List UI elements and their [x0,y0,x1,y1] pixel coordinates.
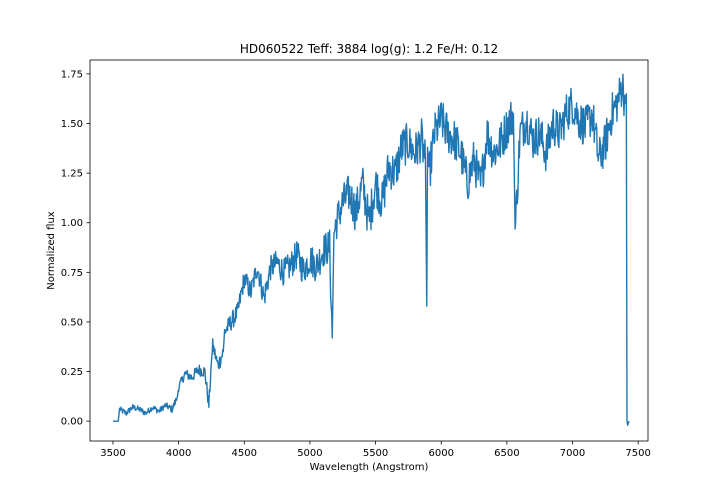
x-tick-label: 4000 [166,448,191,459]
plot-frame [89,59,649,442]
x-tick-label: 7500 [625,448,650,459]
y-tick-label: 0.25 [61,367,83,378]
y-tick-label: 1.00 [61,218,83,229]
x-tick-label: 4500 [232,448,257,459]
y-axis-label: Normalized flux [46,211,57,290]
chart-title: HD060522 Teff: 3884 log(g): 1.2 Fe/H: 0.… [240,42,498,56]
x-tick-label: 6000 [428,448,453,459]
x-tick-label: 5500 [363,448,388,459]
spectrum-series-line [112,73,630,426]
y-tick-label: 0.00 [61,417,83,428]
x-tick-label: 7000 [560,448,585,459]
y-tick-label: 0.75 [61,268,83,279]
x-tick-label: 3500 [100,448,125,459]
x-tick-label: 6500 [494,448,519,459]
y-tick-label: 1.50 [61,119,83,130]
x-tick-label: 5000 [297,448,322,459]
x-axis-label: Wavelength (Angstrom) [310,462,429,473]
y-tick-label: 1.75 [61,69,83,80]
y-tick-label: 0.50 [61,317,83,328]
y-tick-label: 1.25 [61,169,83,180]
